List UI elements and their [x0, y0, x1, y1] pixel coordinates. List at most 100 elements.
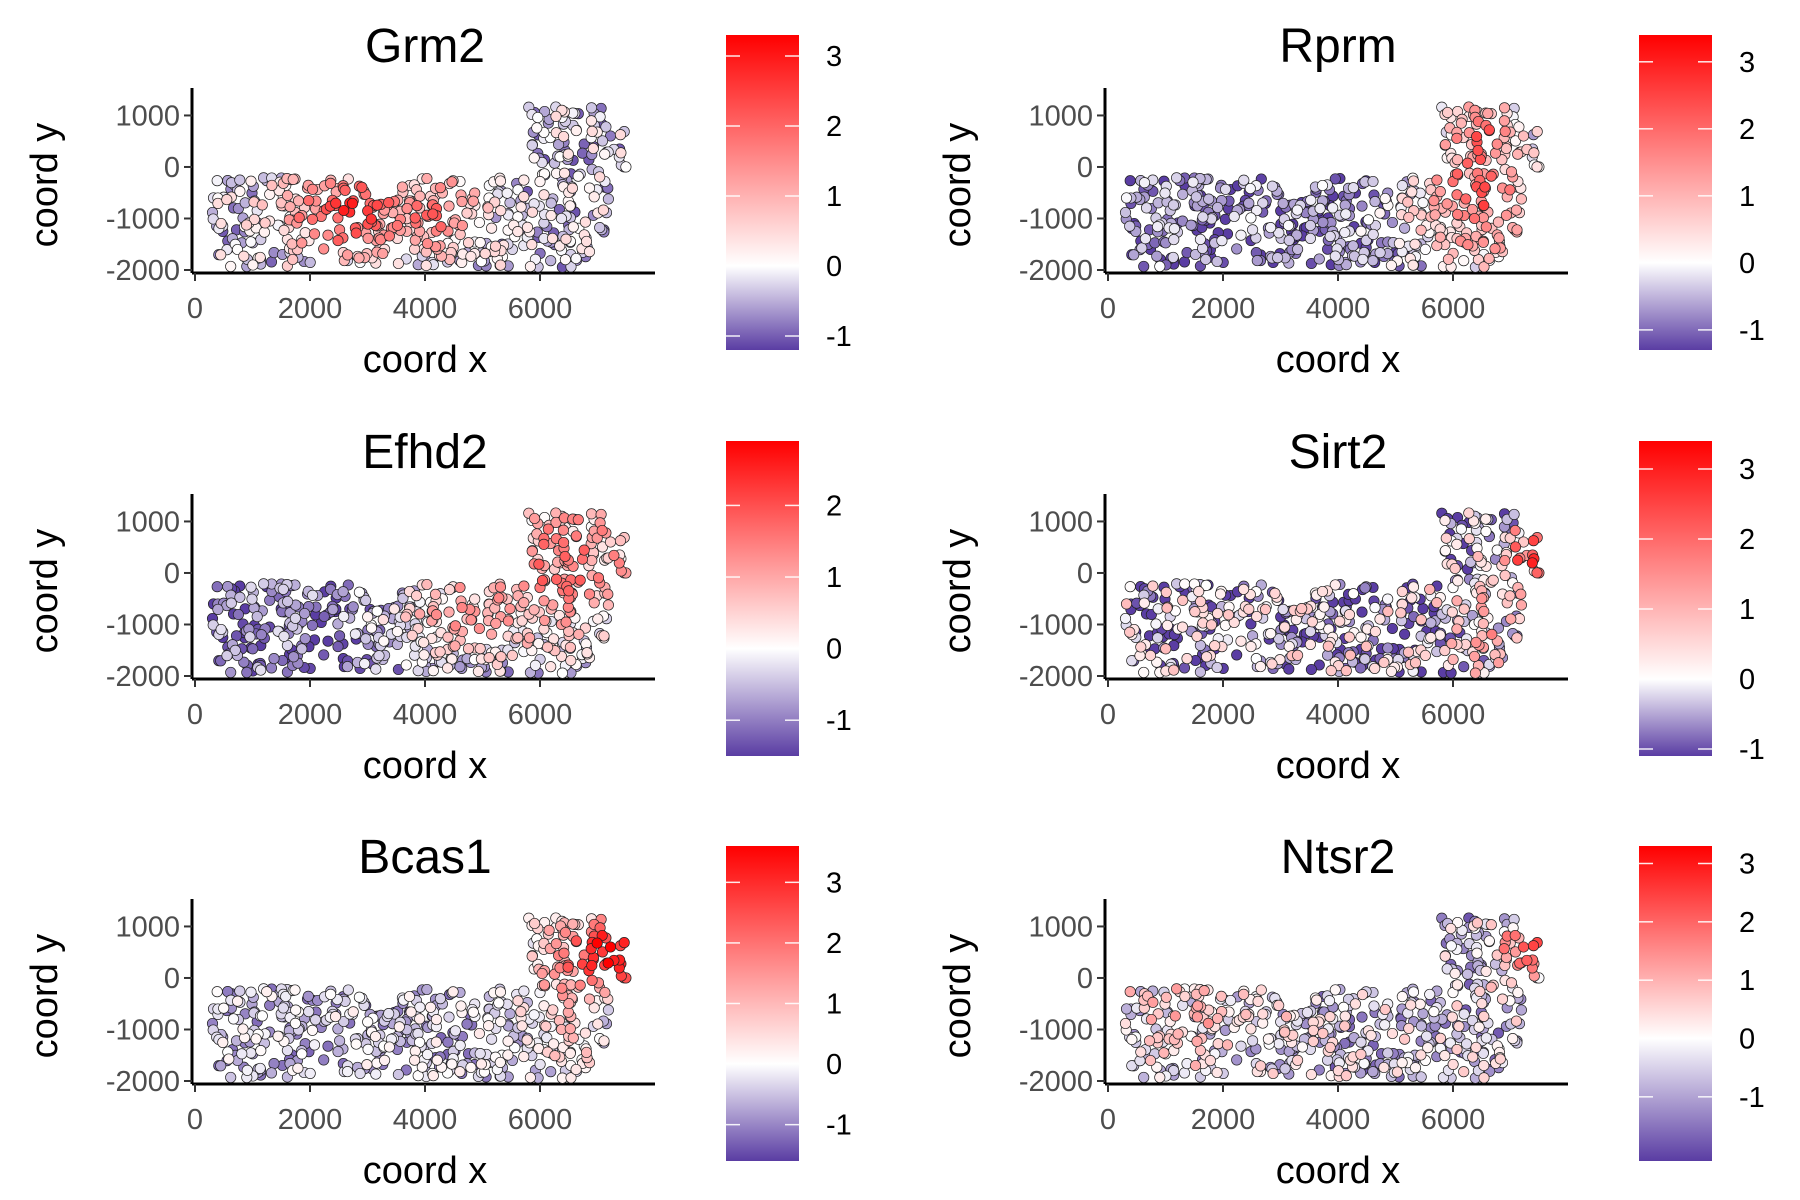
data-point: [303, 195, 315, 207]
data-point: [309, 1014, 322, 1026]
data-point: [559, 550, 571, 563]
data-point: [1152, 632, 1164, 644]
data-point: [240, 219, 253, 231]
data-point: [1168, 664, 1180, 676]
data-point: [1439, 139, 1451, 151]
y-tick-label: 0: [1077, 558, 1093, 590]
y-axis-label: coord y: [24, 934, 66, 1059]
data-point: [1452, 208, 1464, 220]
data-point: [1504, 590, 1516, 602]
data-point: [579, 1027, 591, 1039]
panel-title: Efhd2: [362, 426, 487, 479]
data-point: [265, 256, 278, 268]
data-point: [578, 544, 590, 556]
data-point: [456, 602, 468, 614]
data-point: [266, 179, 278, 191]
data-point: [1472, 144, 1484, 157]
data-point: [1124, 626, 1136, 638]
data-point: [1442, 253, 1454, 265]
data-point: [539, 614, 551, 626]
data-point: [1327, 202, 1339, 214]
data-point: [504, 1008, 516, 1020]
data-point: [254, 1062, 266, 1074]
data-point: [443, 1011, 455, 1023]
data-point: [322, 635, 334, 647]
data-point: [473, 1027, 485, 1040]
colorbar-tick-label: 1: [1739, 181, 1755, 213]
data-point: [1177, 188, 1189, 200]
data-point: [529, 917, 541, 930]
data-point: [217, 1036, 229, 1048]
data-point: [1197, 211, 1209, 223]
x-tick-label: 2000: [278, 1104, 343, 1136]
data-point: [293, 212, 305, 224]
data-point: [1340, 665, 1352, 677]
data-point: [1191, 630, 1203, 642]
data-point: [256, 199, 268, 211]
data-point: [1512, 986, 1524, 999]
data-point: [1415, 614, 1427, 626]
data-point: [1273, 999, 1285, 1011]
colorbar-tick-label: 0: [826, 634, 842, 666]
data-point: [241, 1064, 253, 1076]
data-point: [489, 240, 502, 252]
data-point: [1445, 922, 1457, 935]
data-point: [406, 629, 418, 641]
data-point: [587, 142, 599, 155]
data-point: [1391, 1066, 1403, 1078]
data-point: [558, 167, 571, 179]
data-point: [1406, 186, 1418, 198]
data-point: [1504, 184, 1516, 196]
y-axis-label: coord y: [937, 934, 979, 1059]
data-point: [1343, 609, 1356, 621]
data-point: [1178, 256, 1191, 268]
data-point: [1265, 628, 1277, 640]
data-point: [1277, 197, 1289, 209]
data-point: [361, 1059, 373, 1071]
data-point: [1355, 631, 1367, 643]
data-point: [338, 610, 350, 623]
data-point: [1492, 216, 1504, 228]
data-point: [248, 213, 260, 225]
data-point: [1347, 240, 1359, 252]
data-point: [434, 646, 446, 658]
data-point: [229, 644, 241, 656]
colorbar: [726, 35, 799, 350]
data-point: [1262, 1033, 1274, 1045]
data-point: [1452, 575, 1464, 587]
data-point: [545, 1066, 557, 1078]
data-point: [325, 988, 337, 1000]
data-point: [447, 986, 459, 998]
data-point: [1119, 206, 1132, 219]
data-point: [1231, 243, 1243, 255]
data-point: [443, 606, 455, 618]
data-point: [1283, 234, 1295, 246]
data-point: [1379, 192, 1391, 205]
data-point: [456, 219, 468, 232]
data-point: [596, 946, 609, 958]
data-point: [332, 1023, 344, 1035]
data-point: [454, 1066, 466, 1078]
y-tick-label: 0: [164, 963, 180, 995]
colorbar-tick-label: 3: [826, 867, 842, 899]
data-point: [486, 628, 498, 640]
data-point: [521, 221, 534, 233]
data-point: [1499, 554, 1511, 567]
data-point: [1434, 1032, 1447, 1044]
y-axis-label: coord y: [937, 529, 979, 654]
data-point: [576, 553, 589, 565]
data-point: [1480, 525, 1492, 537]
data-point: [1152, 221, 1164, 233]
data-point: [1367, 1066, 1379, 1078]
data-point: [1305, 194, 1317, 206]
data-point: [583, 993, 596, 1005]
data-point: [338, 1015, 350, 1028]
data-point: [526, 206, 538, 218]
data-point: [570, 530, 582, 542]
data-point: [1369, 196, 1381, 208]
data-point: [1161, 619, 1173, 631]
data-point: [553, 1014, 565, 1027]
data-point: [1455, 117, 1467, 129]
data-point: [580, 235, 593, 247]
colorbar-tick-label: 0: [826, 1049, 842, 1081]
